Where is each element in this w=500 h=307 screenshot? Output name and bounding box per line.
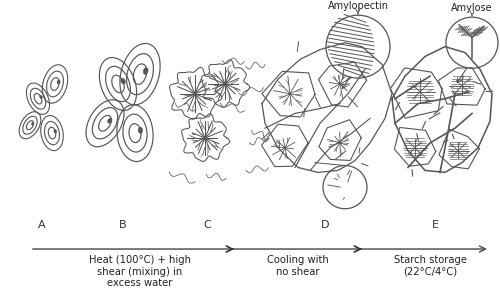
Text: Amylopectin: Amylopectin — [328, 1, 388, 11]
Text: C: C — [203, 220, 211, 230]
Ellipse shape — [32, 122, 34, 125]
Text: A: A — [38, 220, 46, 230]
Text: B: B — [119, 220, 127, 230]
Text: Cooling with
no shear: Cooling with no shear — [267, 255, 329, 277]
Text: Heat (100°C) + high
shear (mixing) in
excess water: Heat (100°C) + high shear (mixing) in ex… — [89, 255, 191, 288]
Text: Amylose: Amylose — [451, 3, 493, 13]
Text: E: E — [432, 220, 438, 230]
Ellipse shape — [138, 127, 142, 133]
Ellipse shape — [143, 68, 148, 74]
Ellipse shape — [40, 95, 42, 99]
Ellipse shape — [57, 80, 60, 84]
Ellipse shape — [108, 118, 112, 123]
Ellipse shape — [54, 130, 56, 133]
Ellipse shape — [121, 78, 126, 84]
Text: Starch storage
(22°C/4°C): Starch storage (22°C/4°C) — [394, 255, 466, 277]
Text: D: D — [321, 220, 329, 230]
